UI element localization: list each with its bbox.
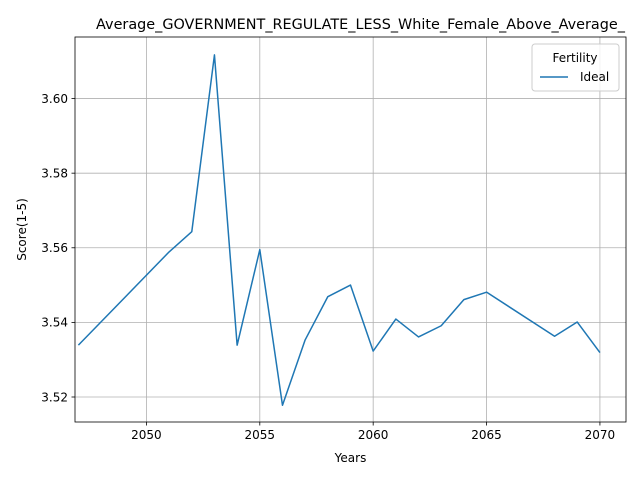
x-tick-label: 2055 — [245, 428, 276, 442]
series-line-ideal — [77, 54, 601, 406]
legend-label-ideal: Ideal — [580, 70, 609, 84]
y-axis-title: Score(1-5) — [15, 198, 29, 261]
series-layer — [77, 54, 601, 406]
plot-area-frame — [74, 36, 627, 423]
y-tick-label: 3.60 — [41, 92, 68, 106]
x-tick-label: 2050 — [131, 428, 162, 442]
x-tick-label: 2065 — [471, 428, 502, 442]
x-tick-label: 2060 — [358, 428, 389, 442]
chart-title: Average_GOVERNMENT_REGULATE_LESS_White_F… — [96, 17, 626, 33]
y-tick-label: 3.56 — [41, 241, 68, 255]
y-tick-label: 3.58 — [41, 166, 68, 180]
x-tick-label: 2070 — [585, 428, 616, 442]
grid-lines — [75, 37, 626, 422]
axis-ticks: 2050 2055 2060 2065 2070 3.52 3.54 3.56 3.58 3.60 — [41, 92, 615, 442]
y-tick-label: 3.52 — [41, 390, 68, 404]
legend-title: Fertility — [552, 51, 597, 65]
legend: Fertility Ideal — [531, 43, 620, 92]
legend-box — [531, 43, 620, 92]
y-tick-label: 3.54 — [41, 316, 68, 330]
x-axis-title: Years — [334, 451, 367, 465]
